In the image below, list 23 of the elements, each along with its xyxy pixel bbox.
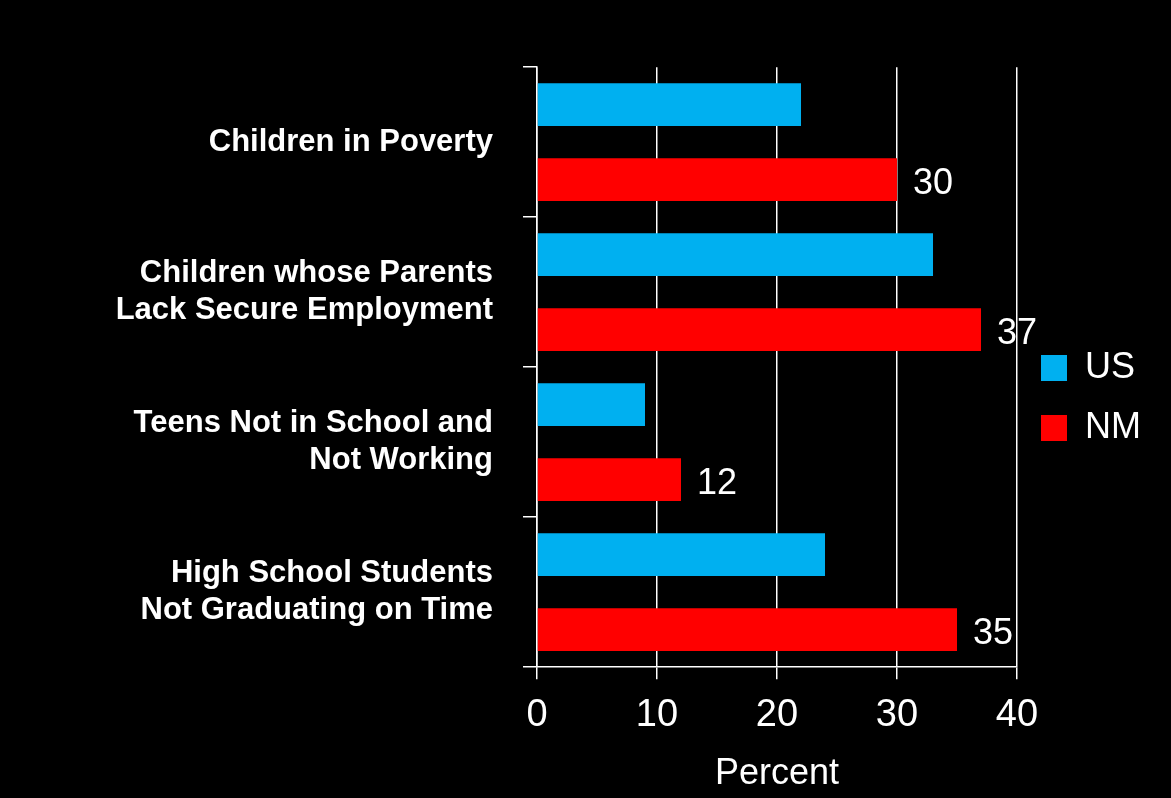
data-label: 30 <box>913 160 954 202</box>
bar <box>537 158 898 202</box>
bar <box>537 533 826 577</box>
y-tick-label: High School Students Not Graduating on Time <box>140 554 493 627</box>
x-tick-label: 10 <box>635 692 679 735</box>
bar <box>537 308 982 352</box>
legend-label: US <box>1085 344 1136 386</box>
bar <box>537 83 802 127</box>
bar <box>537 233 934 277</box>
data-label: 35 <box>973 610 1014 652</box>
x-tick-label: 0 <box>526 692 548 735</box>
y-tick-label: Children in Poverty <box>208 122 494 158</box>
x-tick-label: 40 <box>995 692 1039 735</box>
x-axis-title: Percent <box>714 751 840 793</box>
x-tick-label: 30 <box>875 692 919 735</box>
y-tick-label: Teens Not in School and Not Working <box>133 404 493 477</box>
bar <box>537 458 681 502</box>
x-tick-label: 20 <box>755 692 799 735</box>
data-label: 12 <box>697 460 738 502</box>
legend-label: NM <box>1085 404 1142 446</box>
y-tick-label: Children whose Parents Lack Secure Employment <box>115 254 493 327</box>
bar <box>537 608 958 652</box>
bar <box>537 383 645 427</box>
